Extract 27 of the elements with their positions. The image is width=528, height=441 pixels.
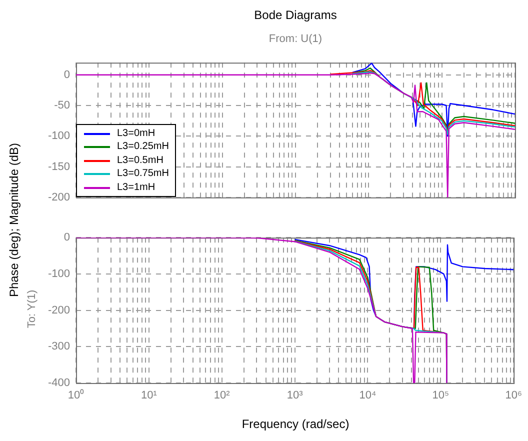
y-tick-label: -400 (48, 377, 70, 390)
x-tick-label: 10⁴ (359, 390, 376, 402)
y-tick-label: -150 (48, 160, 70, 173)
legend-label: L3=0.25mH (117, 140, 169, 154)
y-tick-label: -100 (48, 268, 70, 280)
chart-subtitle: From: U(1) (268, 33, 324, 45)
legend-label: L3=0mH (117, 126, 156, 140)
chart-title: Bode Diagrams (253, 8, 338, 22)
x-tick-label: 10³ (286, 390, 304, 402)
x-tick-label: 10² (214, 390, 230, 402)
y-axis-title: To: Y(1) (26, 290, 38, 328)
y-tick-label: 0 (64, 232, 70, 244)
y-axis-title: Phase (deg); Magnitude (dB) (7, 142, 21, 298)
legend-label: L3=0.75mH (117, 167, 169, 181)
y-tick-label: -200 (48, 304, 70, 316)
x-axis-title: Frequency (rad/sec) (240, 417, 350, 431)
y-tick-label: -200 (48, 191, 70, 204)
y-tick-label: -300 (48, 340, 70, 353)
x-tick-label: 10⁰ (68, 388, 84, 402)
x-tick-label: 10⁵ (432, 390, 450, 402)
y-tick-label: -50 (54, 100, 70, 112)
y-tick-label: 0 (64, 68, 70, 81)
y-tick-label: -100 (48, 130, 70, 142)
legend-label: L3=1mH (117, 180, 156, 194)
x-tick-label: 10¹ (140, 390, 158, 402)
legend-label: L3=0.5mH (117, 154, 164, 168)
x-tick-label: 10⁶ (505, 390, 522, 402)
